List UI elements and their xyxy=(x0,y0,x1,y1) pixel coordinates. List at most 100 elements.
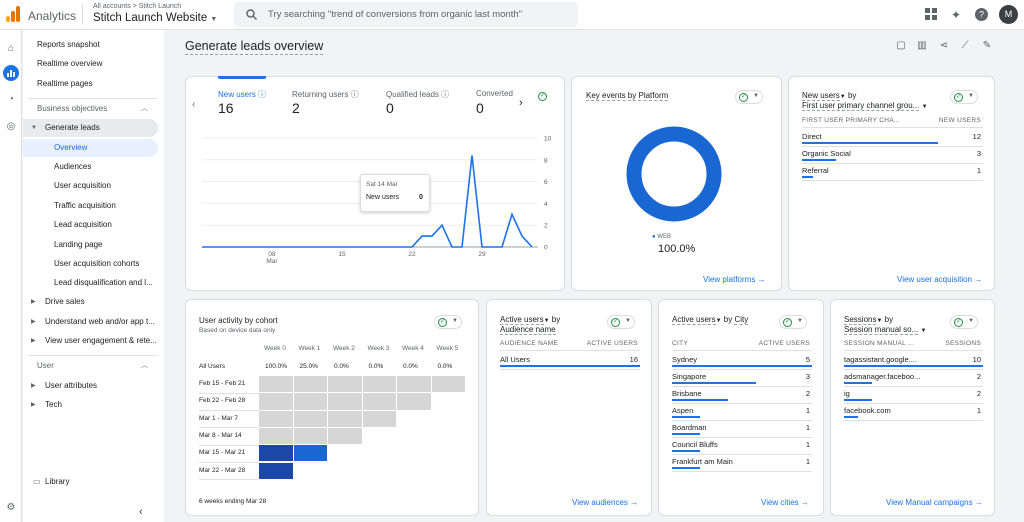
metric-returning-users-label[interactable]: Returning users ⓘ xyxy=(292,90,359,99)
cohort-cell[interactable] xyxy=(362,376,396,393)
row-label[interactable]: Singapore xyxy=(672,372,707,381)
sidebar-item-reports-snapshot[interactable]: Reports snapshot xyxy=(37,40,100,49)
cohort-cell[interactable] xyxy=(293,376,327,393)
sidebar-item-library[interactable]: ▭ Library xyxy=(23,473,158,491)
settings-icon[interactable]: ⚙ xyxy=(6,502,16,513)
status-check[interactable]: ✓ xyxy=(535,90,551,104)
view-manual-campaigns-link[interactable]: View Manual campaigns → xyxy=(886,498,983,507)
row-label[interactable]: Frankfurt am Main xyxy=(672,457,733,466)
cohort-cell[interactable] xyxy=(293,427,327,445)
cohort-cell[interactable] xyxy=(259,445,293,462)
avatar[interactable]: M xyxy=(999,5,1018,24)
compare-icon[interactable]: ▥ xyxy=(917,40,927,51)
cohort-cell[interactable] xyxy=(259,410,293,427)
home-icon[interactable]: ⌂ xyxy=(7,43,15,54)
status-check[interactable]: ✓ ▼ xyxy=(950,315,978,329)
sidebar-item-audiences[interactable]: Audiences xyxy=(54,162,92,171)
view-user-acquisition-link[interactable]: View user acquisition → xyxy=(897,275,983,284)
brand-name[interactable]: Analytics xyxy=(28,9,77,23)
cohort-cell[interactable] xyxy=(293,445,327,462)
x-tick-label: 08 xyxy=(268,251,276,258)
sidebar-item-tech[interactable]: ▶ Tech xyxy=(23,396,158,414)
row-label[interactable]: ig xyxy=(844,389,850,398)
sidebar-item-understand-web[interactable]: ▶ Understand web and/or app t... xyxy=(23,313,158,331)
help-icon[interactable]: ? xyxy=(974,8,988,22)
row-label[interactable]: facebook.com xyxy=(844,406,891,415)
chevron-left-icon[interactable]: ‹ xyxy=(192,99,196,110)
cohort-cell[interactable] xyxy=(293,410,327,427)
status-check[interactable]: ✓ ▼ xyxy=(735,90,763,104)
sidebar-item-realtime-pages[interactable]: Realtime pages xyxy=(37,79,93,88)
account-breadcrumb[interactable]: All accounts > Stitch Launch xyxy=(93,3,182,10)
sidebar-item-user-attributes[interactable]: ▶ User attributes xyxy=(23,377,158,395)
cohort-cell[interactable] xyxy=(431,376,465,393)
section-user[interactable]: User ︿ xyxy=(23,357,158,375)
explore-icon[interactable]: ◔ xyxy=(7,94,15,105)
cohort-cell[interactable] xyxy=(328,376,362,393)
row-label[interactable]: Sydney xyxy=(672,355,698,364)
row-label[interactable]: Organic Social xyxy=(802,149,851,158)
view-audiences-link[interactable]: View audiences → xyxy=(572,498,639,507)
view-cities-link[interactable]: View cities → xyxy=(761,498,809,507)
cohort-cell[interactable] xyxy=(259,427,293,445)
row-label[interactable]: Aspen xyxy=(672,406,694,415)
sidebar-item-landing-page[interactable]: Landing page xyxy=(54,240,103,249)
row-label[interactable]: Referral xyxy=(802,166,829,175)
row-label[interactable]: Boardman xyxy=(672,423,707,432)
cohort-cell[interactable] xyxy=(328,410,362,427)
status-check[interactable]: ✓ ▼ xyxy=(950,90,978,104)
sidebar-item-lead-acquisition[interactable]: Lead acquisition xyxy=(54,220,112,229)
cohort-cell[interactable] xyxy=(259,393,293,410)
sidebar-item-user-acquisition[interactable]: User acquisition xyxy=(54,181,111,190)
reports-icon[interactable] xyxy=(3,65,19,81)
row-label[interactable]: tagassistant.google.... xyxy=(844,355,917,364)
cohort-cell[interactable] xyxy=(328,393,362,410)
metric-new-users-label[interactable]: New users ⓘ xyxy=(218,90,267,99)
share-icon[interactable]: ⋖ xyxy=(939,40,949,51)
status-check[interactable]: ✓ ▼ xyxy=(434,315,462,329)
row-label[interactable]: Brisbane xyxy=(672,389,702,398)
analytics-logo-icon[interactable] xyxy=(6,6,20,22)
collapse-chevron-icon[interactable]: ‹ xyxy=(139,506,143,518)
page-title: Generate leads overview xyxy=(185,39,324,55)
sidebar-item-overview[interactable]: Overview xyxy=(23,139,158,157)
cohort-cell[interactable] xyxy=(397,393,431,410)
section-business-objectives[interactable]: Business objectives ︿ xyxy=(23,100,158,118)
cohort-cell[interactable] xyxy=(362,410,396,427)
apps-icon[interactable] xyxy=(924,8,938,22)
view-platforms-link[interactable]: View platforms → xyxy=(703,275,766,284)
status-check[interactable]: ✓ ▼ xyxy=(779,315,807,329)
insights-icon[interactable]: ⟋ xyxy=(961,40,969,51)
cohort-cell[interactable] xyxy=(259,376,293,393)
sidebar-item-generate-leads[interactable]: ▼ Generate leads xyxy=(23,119,158,137)
metric-converted-label[interactable]: Converted xyxy=(476,89,513,98)
property-selector[interactable]: Stitch Launch Website ▼ xyxy=(93,12,217,24)
cohort-cell[interactable] xyxy=(259,462,293,479)
cohort-cell[interactable] xyxy=(362,393,396,410)
sidebar-item-traffic-acquisition[interactable]: Traffic acquisition xyxy=(54,201,116,210)
sparkle-icon[interactable]: ✦ xyxy=(950,8,962,22)
cohort-cell[interactable] xyxy=(328,427,362,445)
row-label[interactable]: Council Bluffs xyxy=(672,440,718,449)
customize-icon[interactable]: ✎ xyxy=(982,40,992,51)
card-dimension[interactable]: First user primary channel grou... ▼ xyxy=(802,101,928,111)
sidebar-item-lead-disqualification[interactable]: Lead disqualification and l... xyxy=(54,278,153,287)
row-label[interactable]: Direct xyxy=(802,132,822,141)
sidebar-item-drive-sales[interactable]: ▶ Drive sales xyxy=(23,293,158,311)
advertising-icon[interactable]: ◎ xyxy=(6,121,16,132)
card-dimension[interactable]: Audience name xyxy=(500,325,556,335)
chevron-right-icon[interactable]: › xyxy=(519,97,523,109)
row-label[interactable]: All Users xyxy=(500,355,531,364)
sidebar-item-realtime-overview[interactable]: Realtime overview xyxy=(37,59,103,68)
search-input[interactable]: Try searching "trend of conversions from… xyxy=(234,2,578,27)
sidebar-item-user-acquisition-cohorts[interactable]: User acquisition cohorts xyxy=(54,259,140,268)
cohort-cell[interactable] xyxy=(293,393,327,410)
cohort-cell[interactable] xyxy=(397,376,431,393)
metric-qualified-leads-label[interactable]: Qualified leads ⓘ xyxy=(386,90,450,99)
sidebar-item-view-user-engagement[interactable]: ▶ View user engagement & rete... xyxy=(23,332,158,350)
status-check[interactable]: ✓ ▼ xyxy=(607,315,635,329)
card-dimension[interactable]: Session manual so... ▼ xyxy=(844,325,927,335)
row-label[interactable]: adsmanager.faceboo... xyxy=(844,372,921,381)
edit-comparison-icon[interactable]: ▢ xyxy=(896,40,906,51)
series-line-new-users[interactable] xyxy=(202,155,533,248)
